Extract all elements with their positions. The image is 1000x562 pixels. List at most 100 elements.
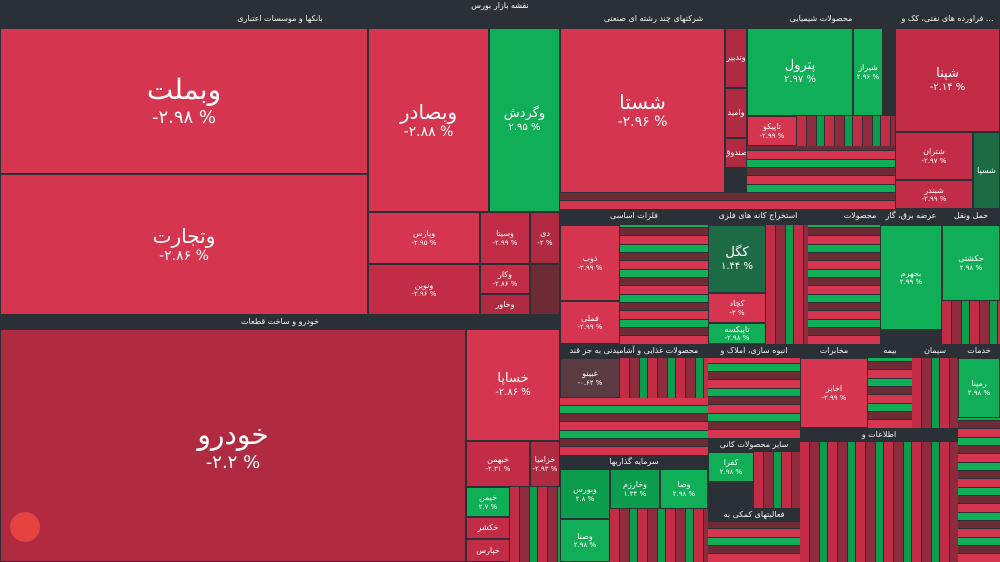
sector-title-telecom: مخابرات xyxy=(819,346,849,355)
cement-small-tiles[interactable] xyxy=(912,358,958,428)
tile-khbahman[interactable]: خبهمن -۲.۳۱ % xyxy=(466,441,530,487)
sector-food: محصولات غذایی و آشامیدنی به جز قند غبینو… xyxy=(560,344,708,455)
tile-khparis[interactable]: خپارس xyxy=(466,539,510,562)
sector-title-transport: حمل ونقل xyxy=(953,211,989,220)
tile-vkar[interactable]: وکار -۲.۸۶ % xyxy=(480,264,530,294)
services-small-tiles[interactable] xyxy=(958,418,1000,562)
tile-bank-small[interactable] xyxy=(530,264,560,315)
sector-auxiliary: فعالیتهای کمکی به xyxy=(708,508,800,562)
sector-title-banks: بانکها و موسسات اعتباری xyxy=(237,14,323,23)
tile-vgardesh[interactable]: وگردش ۲.۹۵ % xyxy=(489,28,560,212)
sector-banks: بانکها و موسسات اعتباری وبملت -۲.۹۸ % وتج… xyxy=(0,12,560,315)
tile-petrol[interactable]: پترول ۲.۹۷ % xyxy=(747,28,853,116)
tile-hakeshti[interactable]: حکشتی ۲.۹۸ % xyxy=(942,225,1000,301)
sector-cement: سیمان xyxy=(912,344,958,428)
tile-kgol[interactable]: کگل ۱.۴۴ % xyxy=(708,225,766,293)
tile-ghaznou[interactable]: غبینو -۰.۶۴ % xyxy=(560,358,620,398)
tile-vparis[interactable]: وپارس -۲.۹۵ % xyxy=(368,212,480,264)
tile-shapna[interactable]: شپنا -۲.۱۴ % xyxy=(895,28,1000,132)
sector-services: خدمات رمپنا ۲.۹۸ % xyxy=(958,344,1000,562)
info-small-tiles[interactable] xyxy=(800,442,958,562)
sector-other-minerals: سایر محصولات کانی کفرا ۲.۹۸ % xyxy=(708,438,800,508)
tile-khodro[interactable]: خودرو -۲.۲ % xyxy=(0,329,466,562)
minerals-small-tiles[interactable] xyxy=(754,452,800,508)
tile-vkhavar[interactable]: وخاور xyxy=(480,294,530,315)
tile-kachad[interactable]: کچاد -۳ % xyxy=(708,293,766,323)
tile-vnovin[interactable]: ونوین -۲.۹۶ % xyxy=(368,264,480,315)
sector-title-investment: سرمایه گذاریها xyxy=(609,457,659,466)
sector-title-products: محصولات xyxy=(843,211,877,220)
sector-auto: خودرو و ساخت قطعات خودرو -۲.۲ % خساپا -۲.۸… xyxy=(0,315,560,562)
sector-insurance: بیمه xyxy=(868,344,912,428)
chemical-small-tiles-2[interactable] xyxy=(797,116,895,146)
sector-title-refinery: فراورده های نفتی، کک و ... xyxy=(901,14,994,23)
tile-akhabar[interactable]: اخابر -۲.۹۹ % xyxy=(800,358,868,428)
tile-vbmellat[interactable]: وبملت -۲.۹۸ % xyxy=(0,28,368,174)
tile-vsana[interactable]: وصنا ۲.۹۸ % xyxy=(560,519,610,562)
tile-kafra[interactable]: کفرا ۲.۹۸ % xyxy=(708,452,754,482)
sector-title-multi: شرکتهای چند رشته ای صنعتی xyxy=(603,14,704,23)
sector-multi: شرکتهای چند رشته ای صنعتی شستا -۲.۹۶ % وت… xyxy=(560,12,747,209)
tile-tapikse[interactable]: تاپیکسه -۲.۹۸ % xyxy=(708,323,766,344)
sector-title-services: خدمات xyxy=(967,346,991,355)
tile-di[interactable]: دی -۲ % xyxy=(530,212,560,264)
sector-title-building: انبوه سازی، املاک و xyxy=(720,346,788,355)
tile-shetran[interactable]: شتران -۲.۹۷ % xyxy=(895,132,973,180)
sector-title-basic-metals: فلزات اساسی xyxy=(610,211,658,220)
sector-transport: حمل ونقل حکشتی ۲.۹۸ % xyxy=(942,209,1000,344)
chemical-small-tiles[interactable] xyxy=(747,146,895,209)
tile-sandogh[interactable]: صندوق xyxy=(725,138,747,168)
sector-refinery: فراورده های نفتی، کک و ... شپنا -۲.۱۴ % ش… xyxy=(895,12,1000,209)
sector-telecom: مخابرات اخابر -۲.۹۹ % xyxy=(800,344,868,428)
sector-title-metal-ores: استخراج کانه های فلزی xyxy=(718,211,798,220)
food-small-tiles[interactable] xyxy=(560,398,708,455)
auto-small-tiles[interactable] xyxy=(510,487,560,562)
tile-shabandar[interactable]: شبندر -۲.۹۹ % xyxy=(895,180,973,209)
tile-vkharazm[interactable]: وخارزم ۱.۳۴ % xyxy=(610,469,660,509)
tile-vsapa[interactable]: وصا ۲.۹۸ % xyxy=(660,469,708,509)
sector-title-supply: عرضه برق، گاز xyxy=(885,211,937,220)
sector-chemical: محصولات شیمیایی پترول ۲.۹۷ % شیراز ۲.۹۶ % … xyxy=(747,12,895,209)
sector-supply: عرضه برق، گاز بجهرم ۲.۹۹ % xyxy=(880,209,942,344)
tile-kheyman[interactable]: خیمن ۲.۷ % xyxy=(466,487,510,517)
tile-bjahrom[interactable]: بجهرم ۲.۹۹ % xyxy=(880,225,942,330)
tile-khzamia[interactable]: خزامیا -۲.۹۳ % xyxy=(530,441,560,487)
tile-khkeshar[interactable]: خکشر xyxy=(466,517,510,539)
sector-title-cement: سیمان xyxy=(923,346,947,355)
tile-vamid[interactable]: وامید xyxy=(725,88,747,138)
auxiliary-small-tiles[interactable] xyxy=(708,522,800,562)
investment-small-tiles[interactable] xyxy=(610,509,708,562)
transport-small-tiles[interactable] xyxy=(942,301,1000,344)
page-title: نقشه بازار بورس xyxy=(0,0,1000,12)
sector-title-auxiliary: فعالیتهای کمکی به xyxy=(723,510,785,519)
food-small-tiles-2[interactable] xyxy=(620,358,708,398)
tile-zob[interactable]: ذوب -۲.۹۹ % xyxy=(560,225,620,301)
metals-small-tiles[interactable] xyxy=(620,225,708,344)
brand-logo xyxy=(10,512,40,542)
sector-info: اطلاعات و xyxy=(800,428,958,562)
tile-khsapa[interactable]: خساپا -۲.۸۶ % xyxy=(466,329,560,441)
sector-title-insurance: بیمه xyxy=(883,346,897,355)
building-small-tiles[interactable] xyxy=(708,358,800,438)
tile-shasta[interactable]: شستا -۲.۹۶ % xyxy=(560,28,725,193)
insurance-small-tiles[interactable] xyxy=(868,358,912,428)
tile-vatadbir[interactable]: وتدبیر xyxy=(725,28,747,88)
tile-rmapna[interactable]: رمپنا ۲.۹۸ % xyxy=(958,358,1000,418)
multi-small-tiles[interactable] xyxy=(560,193,747,209)
tile-tapico[interactable]: تاپیکو -۲.۹۹ % xyxy=(747,116,797,146)
sector-metal-ores: استخراج کانه های فلزی کگل ۱.۴۴ % کچاد -۳ %… xyxy=(708,209,808,344)
ores-small-tiles[interactable] xyxy=(766,225,808,344)
tile-shesepa[interactable]: شسپا xyxy=(973,132,1000,209)
tile-shiraz[interactable]: شیراز ۲.۹۶ % xyxy=(853,28,883,116)
sector-title-other-minerals: سایر محصولات کانی xyxy=(719,440,789,449)
tile-vboors[interactable]: وبورس ۲.۸ % xyxy=(560,469,610,519)
sector-title-food: محصولات غذایی و آشامیدنی به جز قند xyxy=(569,346,699,355)
tile-vsina[interactable]: وسینا -۲.۹۹ % xyxy=(480,212,530,264)
tile-vbsader[interactable]: وبصادر -۲.۸۸ % xyxy=(368,28,489,212)
sector-basic-metals: فلزات اساسی ذوب -۲.۹۹ % فملی -۲.۹۹ % xyxy=(560,209,708,344)
sector-title-info: اطلاعات و xyxy=(861,430,897,439)
tile-fameli[interactable]: فملی -۲.۹۹ % xyxy=(560,301,620,344)
sector-title-chemical: محصولات شیمیایی xyxy=(789,14,853,23)
sector-investment: سرمایه گذاریها وبورس ۲.۸ % وخارزم ۱.۳۴ % و… xyxy=(560,455,708,562)
tile-vtejarat[interactable]: وتجارت -۲.۸۶ % xyxy=(0,174,368,315)
